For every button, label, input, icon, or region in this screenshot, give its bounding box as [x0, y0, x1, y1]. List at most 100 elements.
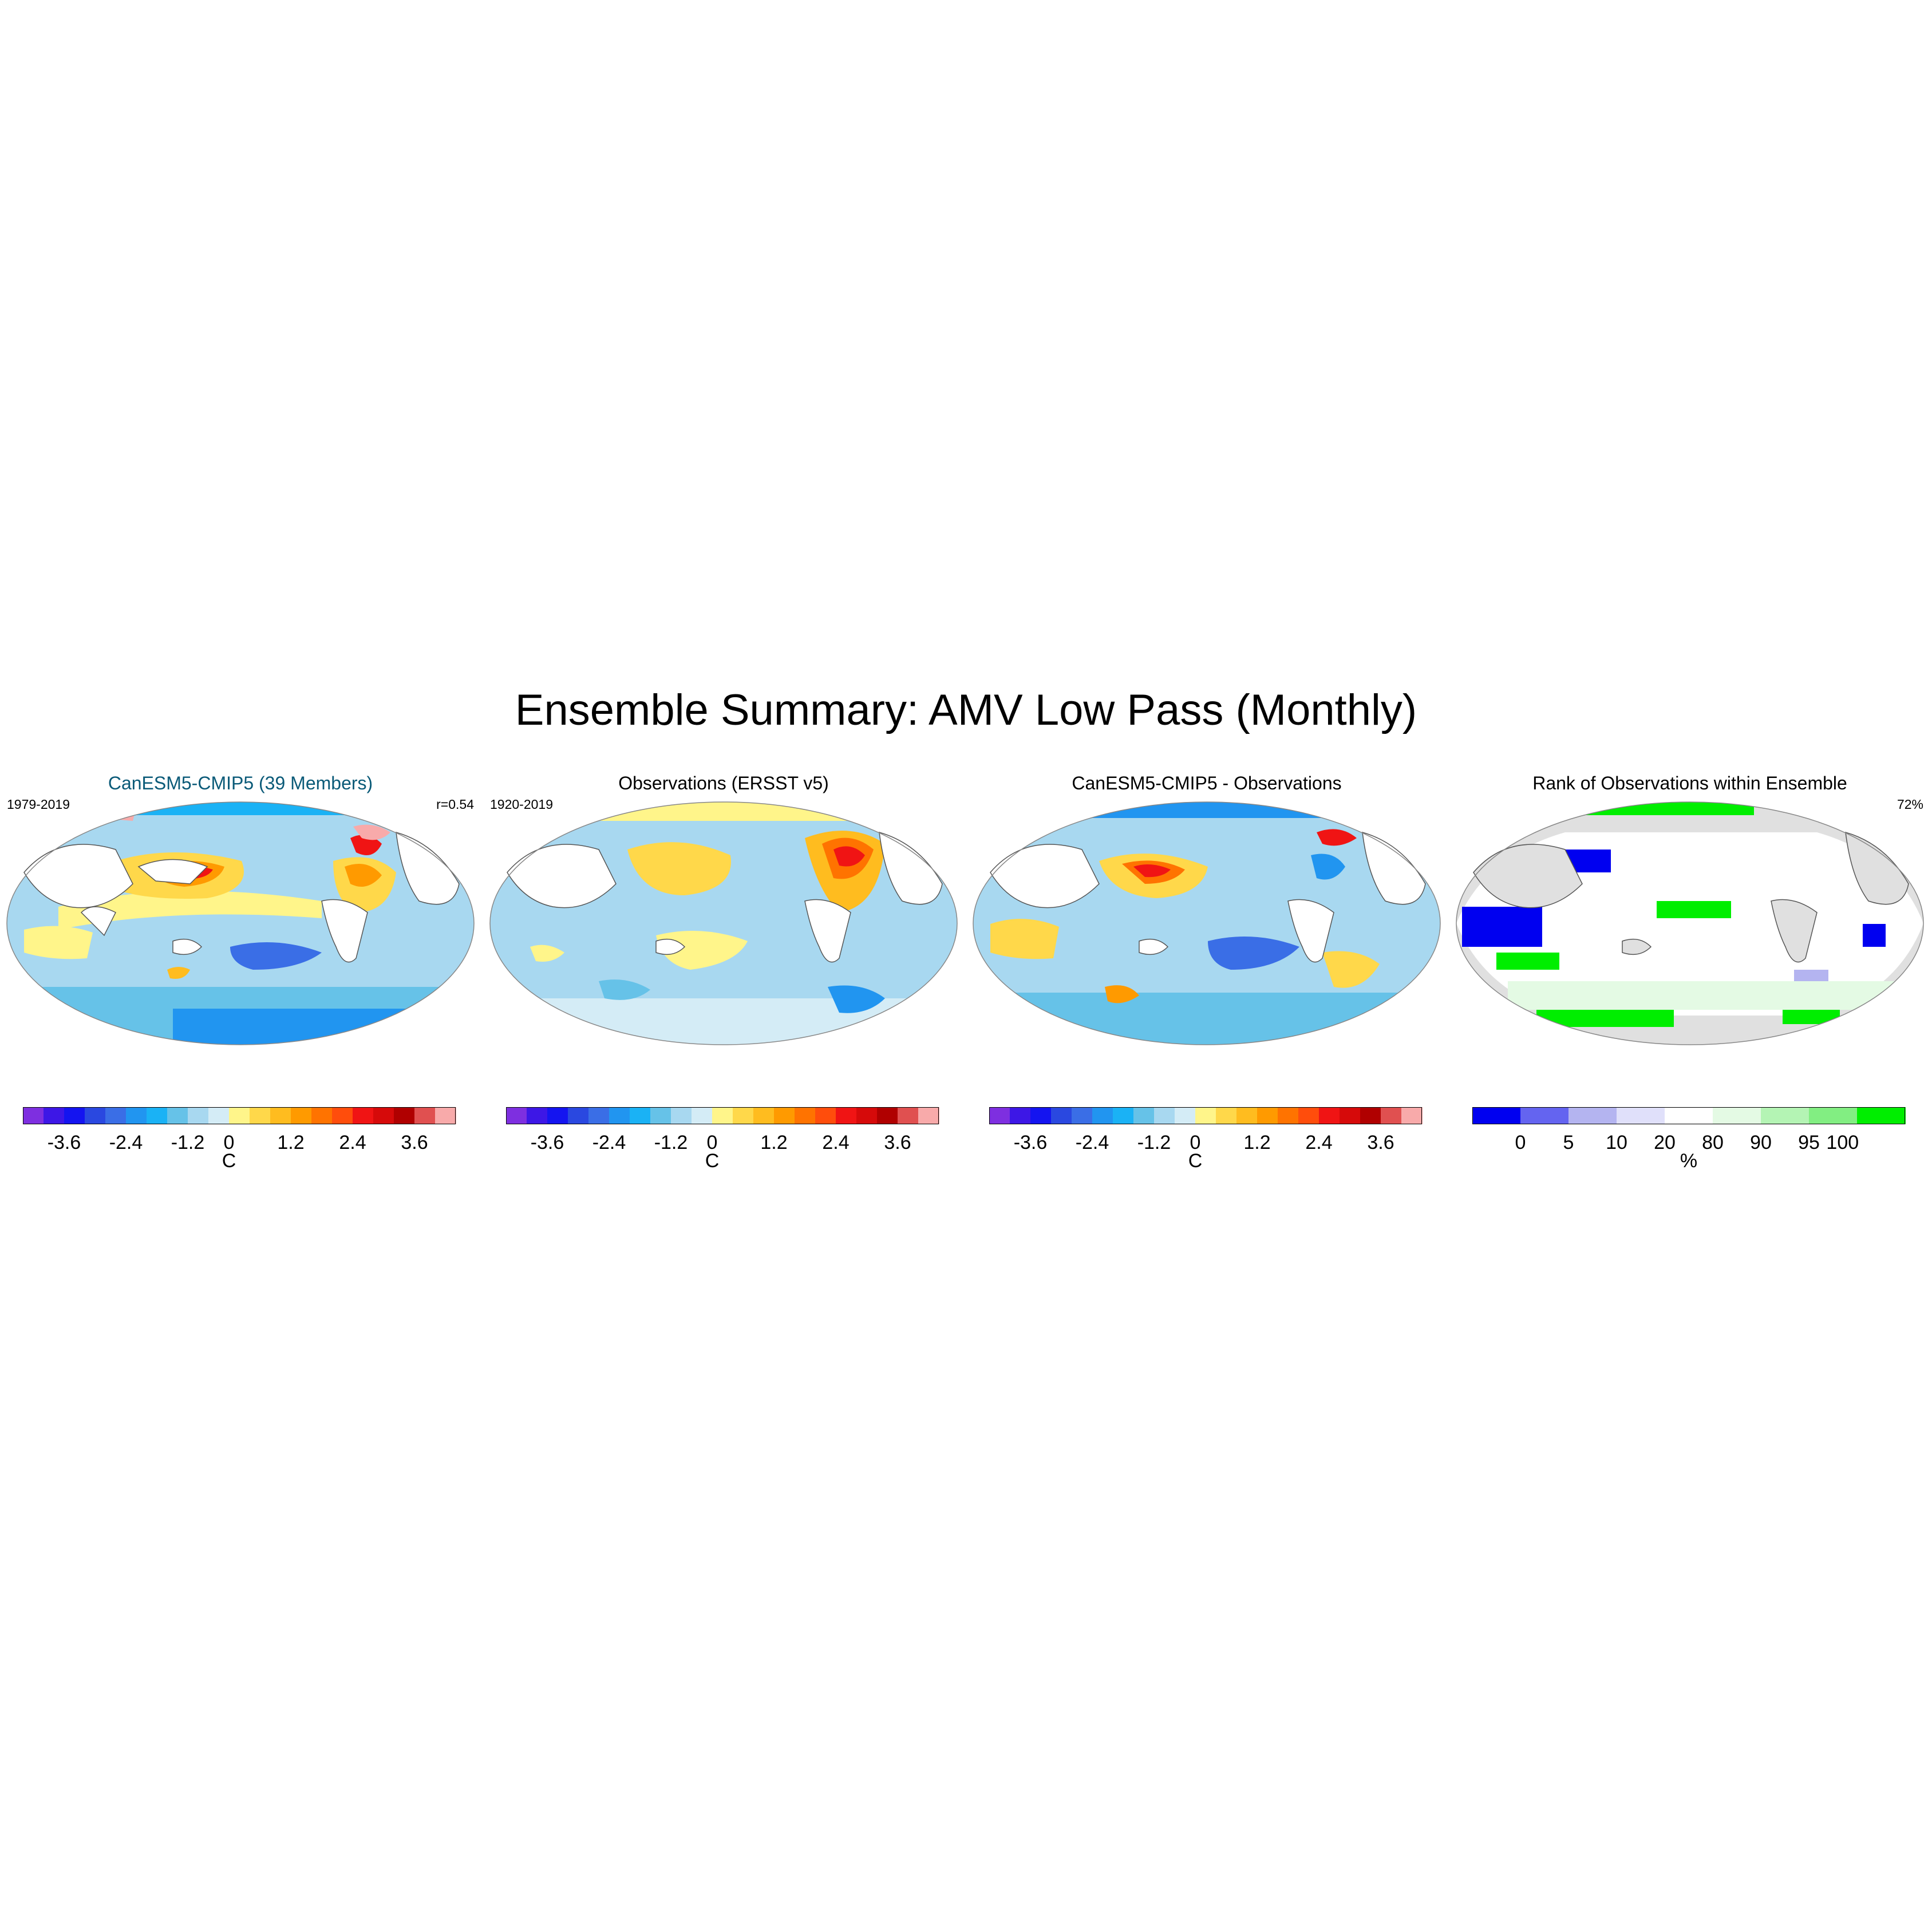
colorbar-tick-label: 90	[1750, 1132, 1772, 1153]
colorbar-swatch	[188, 1107, 209, 1124]
colorbar-tick-label: 0	[223, 1132, 235, 1153]
colorbar-swatch	[1857, 1107, 1906, 1124]
colorbar-swatch	[1809, 1107, 1858, 1124]
colorbar-swatch	[815, 1107, 836, 1124]
colorbar-swatch	[877, 1107, 898, 1124]
colorbar-swatch	[1030, 1107, 1052, 1124]
colorbar-swatch	[105, 1107, 127, 1124]
panel-title: CanESM5-CMIP5 - Observations	[1072, 773, 1342, 793]
colorbar-swatch	[1154, 1107, 1175, 1124]
colorbar-swatch	[1092, 1107, 1113, 1124]
colorbar-unit-label: %	[1680, 1150, 1698, 1172]
colorbar-swatch	[733, 1107, 754, 1124]
colorbar-swatch	[856, 1107, 878, 1124]
colorbar-tick-label: 2.4	[822, 1132, 850, 1153]
colorbar-tick-label: 5	[1563, 1132, 1574, 1153]
sst-pattern-map	[484, 798, 963, 1049]
figure-title: Ensemble Summary: AMV Low Pass (Monthly)	[515, 686, 1417, 734]
colorbar-swatch	[671, 1107, 692, 1124]
panel-title: Rank of Observations within Ensemble	[1532, 773, 1847, 793]
colorbar-unit-label: C	[222, 1150, 236, 1172]
colorbar-swatch	[547, 1107, 568, 1124]
colorbar-swatch	[1340, 1107, 1361, 1124]
colorbar-tick-label: -1.2	[171, 1132, 205, 1153]
colorbar-swatch	[291, 1107, 312, 1124]
colorbar-swatch	[1278, 1107, 1299, 1124]
colorbar-tick-label: -2.4	[109, 1132, 143, 1153]
colorbar-swatch	[1665, 1107, 1713, 1124]
colorbar-swatch	[1298, 1107, 1319, 1124]
colorbar-swatch	[1072, 1107, 1093, 1124]
colorbar-swatch	[64, 1107, 85, 1124]
colorbar-tick-label: 3.6	[1367, 1132, 1394, 1153]
colorbar-swatch	[332, 1107, 353, 1124]
colorbar-swatch	[836, 1107, 857, 1124]
colorbar-swatch	[1175, 1107, 1196, 1124]
colorbar-swatch	[1360, 1107, 1381, 1124]
colorbar-swatch	[630, 1107, 651, 1124]
colorbar-swatch	[1051, 1107, 1072, 1124]
colorbar-tick-label: 10	[1606, 1132, 1627, 1153]
panel-rank: Rank of Observations within Ensemble 72%	[1449, 761, 1930, 1185]
colorbar-tick-label: 1.2	[1243, 1132, 1271, 1153]
colorbar-tick-label: -2.4	[592, 1132, 626, 1153]
panel-observations: Observations (ERSST v5) 1920-2019	[483, 761, 964, 1185]
colorbar-swatch	[126, 1107, 147, 1124]
colorbar-swatch	[898, 1107, 919, 1124]
colorbar-tick-label: -3.6	[47, 1132, 81, 1153]
colorbar-tick-label: -3.6	[1013, 1132, 1048, 1153]
colorbar-swatch	[918, 1107, 939, 1124]
sst-pattern-map	[1, 798, 480, 1049]
colorbar-swatch	[1257, 1107, 1278, 1124]
period-label: 1979-2019	[7, 797, 70, 812]
colorbar-swatch	[1010, 1107, 1031, 1124]
colorbar-swatch	[650, 1107, 671, 1124]
colorbar-swatch	[1713, 1107, 1761, 1124]
colorbar-tick-label: 0	[1515, 1132, 1526, 1153]
colorbar-swatch	[1133, 1107, 1155, 1124]
rank-percentage-label: 72%	[1897, 797, 1923, 812]
period-label: 1920-2019	[490, 797, 553, 812]
colorbar-swatch	[1617, 1107, 1665, 1124]
colorbar-unit-label: C	[705, 1150, 720, 1172]
colorbar-tick-label: 0	[706, 1132, 718, 1153]
colorbar-swatch	[1401, 1107, 1423, 1124]
colorbar-swatch	[208, 1107, 230, 1124]
colorbar-tick-label: -3.6	[530, 1132, 564, 1153]
sst-pattern-map	[967, 798, 1446, 1049]
colorbar-swatch	[1472, 1107, 1521, 1124]
rank-map	[1451, 798, 1929, 1049]
colorbar-tick-label: 95	[1798, 1132, 1820, 1153]
colorbar-swatch	[1319, 1107, 1340, 1124]
colorbar-swatch	[1195, 1107, 1216, 1124]
colorbar-swatch	[311, 1107, 333, 1124]
colorbar-swatch	[373, 1107, 394, 1124]
panel-model-ensemble: CanESM5-CMIP5 (39 Members) 1979-2019 r=0…	[0, 761, 481, 1185]
colorbar-swatch	[1520, 1107, 1569, 1124]
colorbar-swatch	[527, 1107, 548, 1124]
colorbar-tick-label: 1.2	[277, 1132, 305, 1153]
colorbar-swatch	[167, 1107, 188, 1124]
colorbar-swatch	[1568, 1107, 1617, 1124]
colorbar-swatch	[753, 1107, 775, 1124]
colorbar-tick-label: 2.4	[1305, 1132, 1333, 1153]
colorbar-swatch	[506, 1107, 527, 1124]
colorbar-tick-label: -2.4	[1075, 1132, 1109, 1153]
colorbar-swatch	[1381, 1107, 1402, 1124]
colorbar-swatch	[609, 1107, 630, 1124]
colorbar-swatch	[23, 1107, 44, 1124]
colorbar-swatch	[774, 1107, 795, 1124]
colorbar-swatch	[229, 1107, 250, 1124]
colorbar-tick-label: 3.6	[401, 1132, 428, 1153]
colorbar-swatch	[414, 1107, 436, 1124]
colorbar-swatch	[353, 1107, 374, 1124]
panel-title: CanESM5-CMIP5 (39 Members)	[108, 773, 373, 793]
colorbar-swatch	[85, 1107, 106, 1124]
colorbar-swatch	[692, 1107, 713, 1124]
panel-title: Observations (ERSST v5)	[618, 773, 829, 793]
colorbar-swatch	[1761, 1107, 1809, 1124]
colorbar-tick-label: 2.4	[339, 1132, 366, 1153]
colorbar-swatch	[989, 1107, 1010, 1124]
colorbar-tick-label: -1.2	[654, 1132, 688, 1153]
colorbar-tick-label: 1.2	[760, 1132, 788, 1153]
